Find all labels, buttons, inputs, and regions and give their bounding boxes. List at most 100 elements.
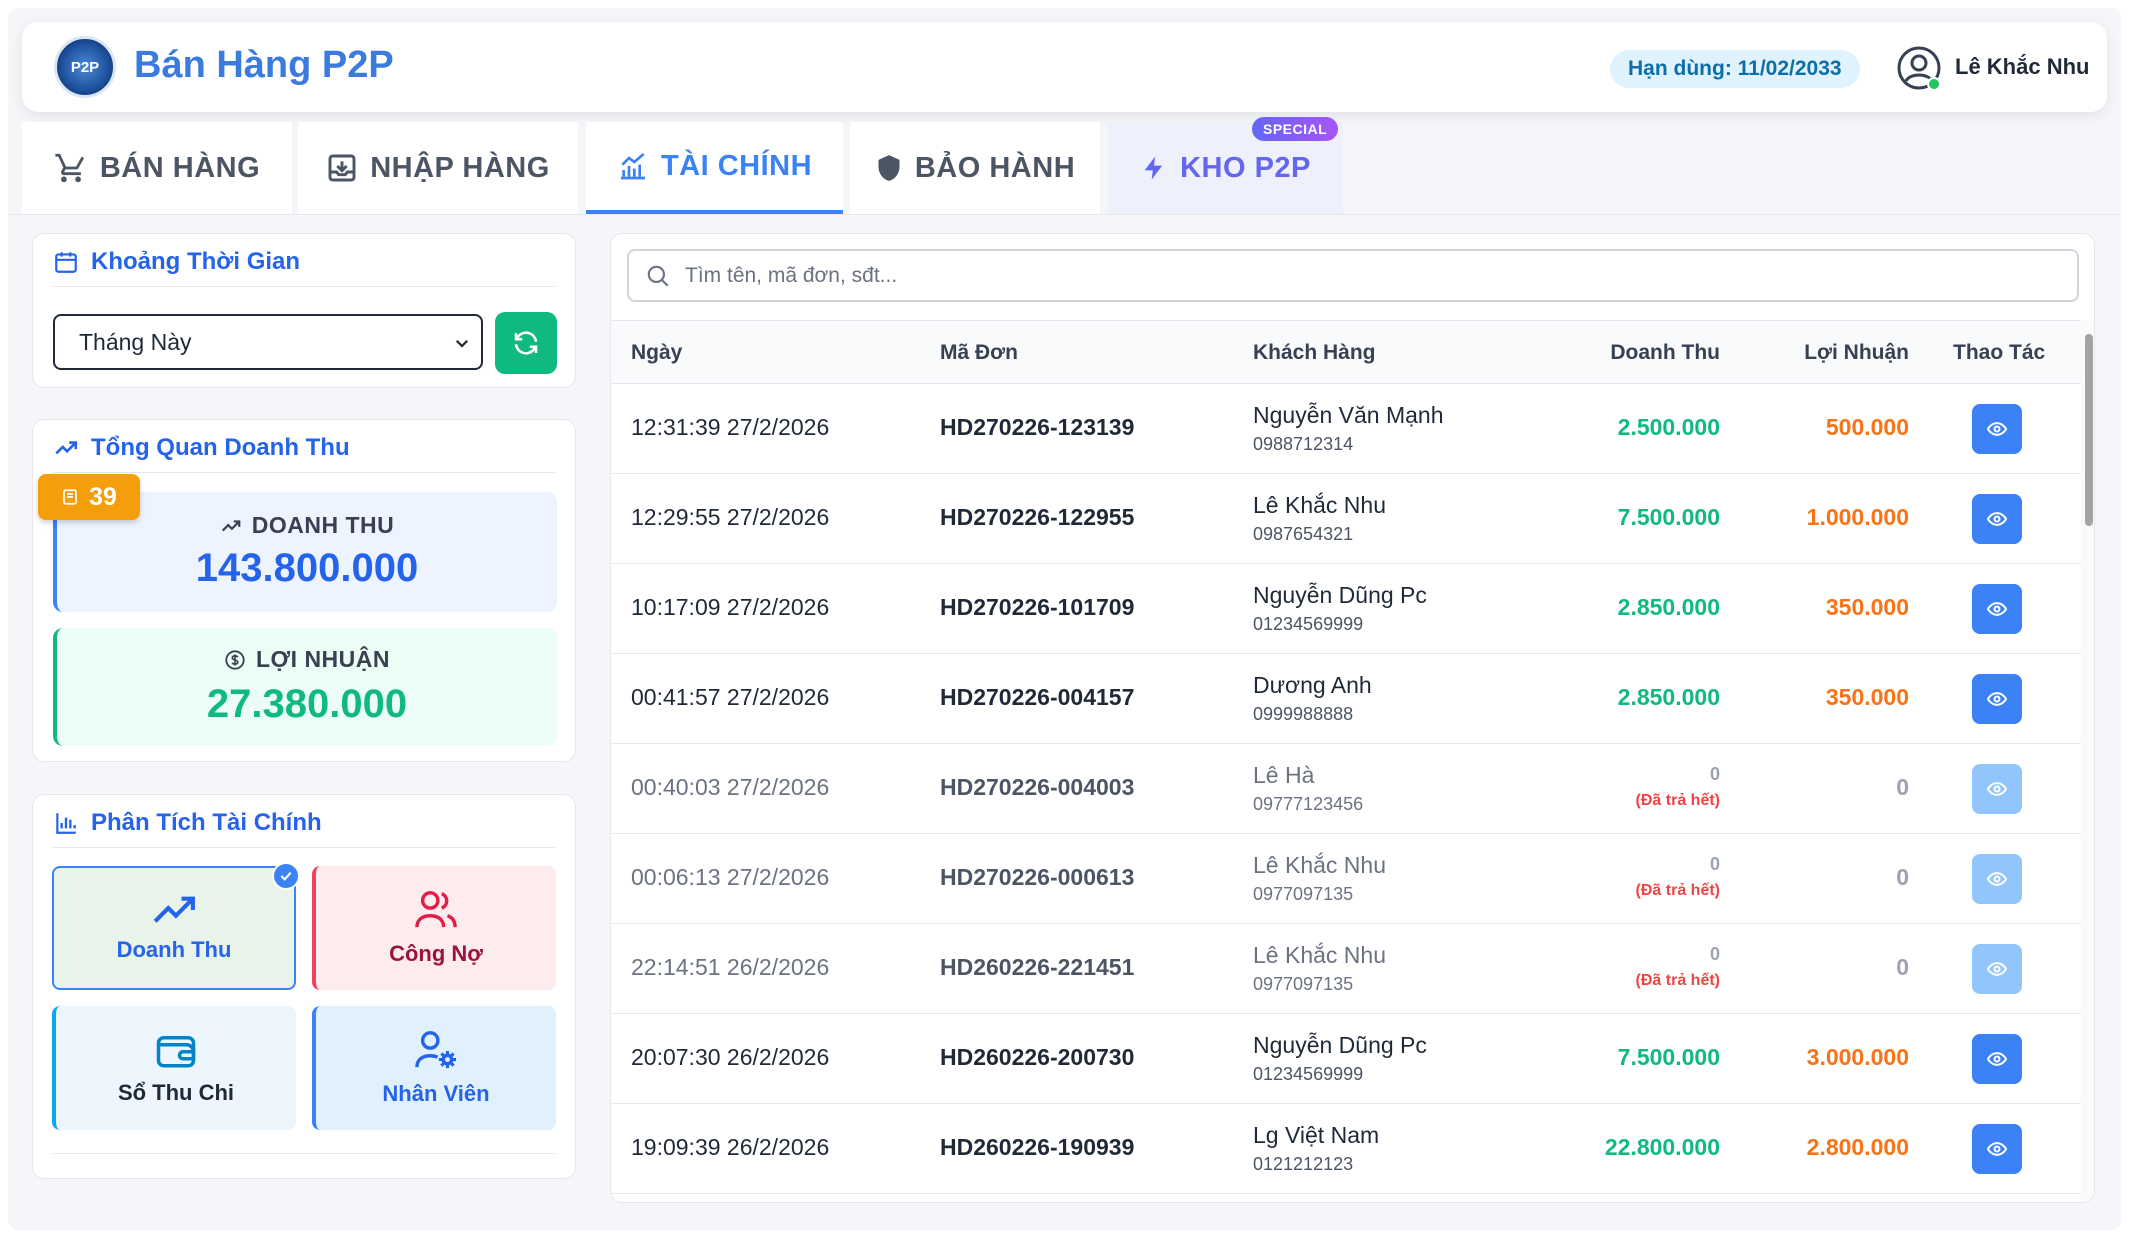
view-button[interactable]: [1972, 944, 2022, 994]
row-code: HD270226-122955: [940, 504, 1135, 530]
eye-icon: [1987, 1142, 2007, 1156]
row-revenue: 7.500.000: [1617, 504, 1720, 530]
row-profit: 500.000: [1825, 414, 1909, 440]
trending-up-icon: [221, 519, 241, 531]
table-row[interactable]: 20:07:30 26/2/2026 HD260226-200730 Nguyễ…: [611, 1014, 2081, 1104]
row-revenue: 2.500.000: [1617, 414, 1720, 440]
tab-tai-chinh[interactable]: TÀI CHÍNH: [586, 122, 843, 214]
row-code: HD260226-200730: [940, 1044, 1135, 1070]
view-button[interactable]: [1972, 404, 2022, 454]
dollar-icon: [225, 649, 245, 670]
row-revenue: 2.850.000: [1617, 684, 1720, 710]
search-icon: [647, 265, 669, 287]
cart-icon: [55, 153, 84, 183]
row-revenue: 7.500.000: [1617, 1044, 1720, 1070]
row-customer-phone: 0977097135: [1253, 974, 1354, 994]
header-actions: Thao Tác: [1953, 341, 2046, 364]
view-button[interactable]: [1972, 494, 2022, 544]
receipt-icon: [63, 489, 77, 505]
eye-icon: [1987, 1052, 2007, 1066]
view-button[interactable]: [1972, 1124, 2022, 1174]
tab-bao-hanh[interactable]: BẢO HÀNH: [850, 122, 1100, 214]
order-count-badge: 39: [38, 474, 140, 520]
row-code: HD270226-000613: [940, 864, 1135, 890]
profit-stat-card: LỢI NHUẬN 27.380.000: [53, 628, 557, 746]
profit-label: LỢI NHUẬN: [256, 646, 390, 672]
search-input[interactable]: [685, 263, 2035, 288]
eye-icon: [1987, 422, 2007, 436]
row-customer-phone: 0999988888: [1253, 704, 1354, 724]
table-row[interactable]: 22:14:51 26/2/2026 HD260226-221451 Lê Kh…: [611, 924, 2081, 1014]
app-logo: P2P: [54, 36, 116, 98]
row-paid-note: (Đã trả hết): [1635, 972, 1720, 989]
user-avatar-icon[interactable]: [1896, 45, 1942, 91]
time-range-select[interactable]: Tháng Này: [53, 314, 483, 370]
row-revenue: 0: [1709, 944, 1720, 964]
chevron-down-icon: [455, 339, 469, 348]
card-label: Nhân Viên: [382, 1081, 490, 1106]
view-button[interactable]: [1972, 674, 2022, 724]
table-row[interactable]: 00:41:57 27/2/2026 HD270226-004157 Dương…: [611, 654, 2081, 744]
chart-icon: [620, 152, 645, 180]
panel-title-text: Khoảng Thời Gian: [91, 248, 301, 275]
row-revenue: 2.850.000: [1617, 594, 1720, 620]
tab-label: NHẬP HÀNG: [370, 151, 550, 184]
table-row[interactable]: 00:06:13 27/2/2026 HD270226-000613 Lê Kh…: [611, 834, 2081, 924]
table-scrollbar[interactable]: [2081, 320, 2094, 1202]
header-date: Ngày: [631, 341, 683, 364]
row-date: 10:17:09 27/2/2026: [631, 594, 830, 620]
row-profit: 0: [1896, 864, 1909, 890]
analysis-card-cong-no[interactable]: Công Nợ: [312, 866, 556, 990]
app-header: P2P Bán Hàng P2P Hạn dùng: 11/02/2033 Lê…: [22, 22, 2107, 112]
tab-nhap-hang[interactable]: NHẬP HÀNG: [298, 122, 578, 214]
time-range-panel: Khoảng Thời Gian Tháng Này: [32, 233, 576, 388]
shield-icon: [878, 155, 900, 181]
row-customer-phone: 0121212123: [1253, 1154, 1354, 1174]
row-date: 00:06:13 27/2/2026: [631, 864, 830, 890]
panel-divider: [53, 286, 555, 287]
row-customer-phone: 01234569999: [1253, 1064, 1364, 1084]
tab-ban-hang[interactable]: BÁN HÀNG: [22, 122, 292, 214]
row-customer-name: Lê Hà: [1253, 762, 1315, 788]
table-row[interactable]: 00:40:03 27/2/2026 HD270226-004003 Lê Hà…: [611, 744, 2081, 834]
view-button[interactable]: [1972, 854, 2022, 904]
refresh-button[interactable]: [495, 312, 557, 374]
row-customer-name: Lê Khắc Nhu: [1253, 492, 1386, 518]
users-icon: [415, 891, 457, 928]
analysis-card-nhan-vien[interactable]: Nhân Viên: [312, 1006, 556, 1130]
analysis-card-doanh-thu[interactable]: Doanh Thu: [52, 866, 296, 990]
row-customer-phone: 0987654321: [1253, 524, 1354, 544]
search-bar[interactable]: [627, 249, 2079, 302]
panel-divider: [53, 472, 555, 473]
row-code: HD270226-101709: [940, 594, 1135, 620]
user-settings-icon: [415, 1031, 457, 1069]
view-button[interactable]: [1972, 764, 2022, 814]
row-customer-name: Nguyễn Văn Mạnh: [1253, 402, 1444, 428]
analysis-title: Phân Tích Tài Chính: [53, 809, 322, 837]
row-date: 00:40:03 27/2/2026: [631, 774, 830, 800]
table-row[interactable]: 12:29:55 27/2/2026 HD270226-122955 Lê Kh…: [611, 474, 2081, 564]
app-title: Bán Hàng P2P: [134, 44, 394, 86]
profit-value: 27.380.000: [206, 682, 408, 726]
calendar-icon: [55, 252, 77, 273]
view-button[interactable]: [1972, 584, 2022, 634]
tab-divider: [8, 214, 2121, 215]
overview-title: Tổng Quan Doanh Thu: [53, 434, 350, 462]
analysis-card-so-thu-chi[interactable]: Sổ Thu Chi: [52, 1006, 296, 1130]
panel-title-text: Phân Tích Tài Chính: [91, 809, 322, 836]
row-date: 12:29:55 27/2/2026: [631, 504, 830, 530]
table-row[interactable]: 19:09:39 26/2/2026 HD260226-190939 Lg Vi…: [611, 1104, 2081, 1194]
revenue-label-row: DOANH THU: [57, 512, 557, 539]
user-name[interactable]: Lê Khắc Nhu: [1955, 54, 2090, 79]
table-row[interactable]: 10:17:09 27/2/2026 HD270226-101709 Nguyễ…: [611, 564, 2081, 654]
view-button[interactable]: [1972, 1034, 2022, 1084]
row-code: HD270226-004003: [940, 774, 1135, 800]
revenue-overview-panel: Tổng Quan Doanh Thu DOANH THU 143.800.00…: [32, 419, 576, 762]
table-scrollbar-thumb[interactable]: [2085, 334, 2093, 526]
table-row[interactable]: 12:31:39 27/2/2026 HD270226-123139 Nguyễ…: [611, 384, 2081, 474]
expiry-badge: Hạn dùng: 11/02/2033: [1610, 50, 1860, 88]
inbox-download-icon: [328, 154, 356, 182]
panel-title-text: Tổng Quan Doanh Thu: [91, 434, 350, 461]
row-customer-name: Dương Anh: [1253, 672, 1372, 698]
tab-label: KHO P2P: [1180, 151, 1311, 184]
